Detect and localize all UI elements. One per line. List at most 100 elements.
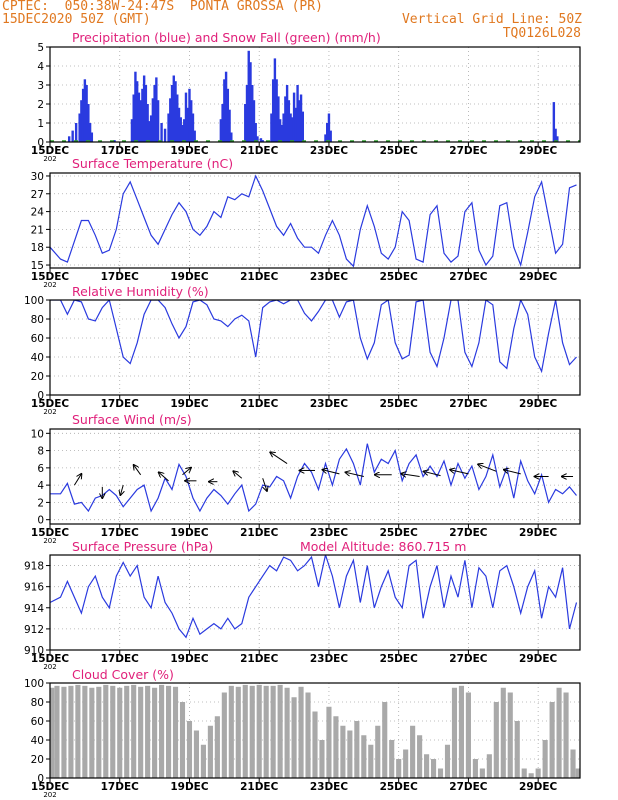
- panel-title: Precipitation (blue) and Snow Fall (gree…: [72, 30, 381, 45]
- cloud-bar: [117, 687, 123, 778]
- cloud-bar: [570, 749, 576, 778]
- cloud-bar: [284, 687, 290, 778]
- precip-bar: [78, 113, 81, 142]
- x-tick-label: 25DEC: [380, 527, 419, 539]
- cloud-bar: [486, 754, 492, 778]
- precip-bar: [177, 107, 181, 142]
- precip-bar: [88, 123, 92, 142]
- x-tick-label: 15DEC: [31, 653, 70, 665]
- wind-arrow: [134, 465, 142, 476]
- precip-bar: [273, 58, 277, 142]
- data-layer: [50, 443, 577, 513]
- precip-bar: [275, 79, 278, 142]
- y-tick-label: 18: [31, 242, 44, 254]
- precip-bar: [244, 104, 247, 142]
- x-tick-label: 17DEC: [101, 271, 140, 283]
- wind-arrow: [504, 470, 521, 475]
- data-layer: [50, 174, 577, 268]
- panel-title: Relative Humidity (%): [72, 284, 209, 299]
- panel-title: Cloud Cover (%): [72, 667, 174, 682]
- y-tick-label: 6: [37, 463, 44, 475]
- cloud-bar: [528, 773, 534, 778]
- cloud-bar: [500, 687, 506, 778]
- precip-bar: [190, 100, 193, 142]
- precip-bar: [149, 115, 153, 142]
- cloud-bar: [493, 702, 499, 778]
- cloud-bar: [424, 754, 430, 778]
- panel-title: Surface Pressure (hPa): [72, 539, 213, 554]
- x-tick-label: 19DEC: [170, 653, 209, 665]
- x-tick-label: 15DEC: [31, 527, 70, 539]
- wind-arrow: [323, 470, 340, 475]
- cloud-bar: [159, 684, 165, 778]
- x-tick-label: 19DEC: [170, 271, 209, 283]
- run-date: 15DEC2020 50Z (GMT): [2, 12, 151, 27]
- panel-subtitle: Model Altitude: 860.715 m: [300, 539, 466, 554]
- y-tick-label: 100: [24, 678, 44, 690]
- precip-bar: [74, 123, 78, 142]
- y-tick-label: 912: [24, 624, 44, 636]
- precip-bar: [170, 85, 174, 142]
- series-line: [50, 300, 577, 374]
- precip-bar: [223, 79, 226, 142]
- cloud-bar: [138, 686, 144, 778]
- cloud-bar: [312, 711, 318, 778]
- y-tick-label: 30: [31, 171, 44, 183]
- precip-bar: [151, 98, 155, 142]
- cloud-bar: [235, 686, 241, 778]
- precip-bar: [298, 100, 301, 142]
- precip-bar: [219, 119, 223, 142]
- panel-frame: [49, 428, 581, 525]
- cloud-bar: [172, 686, 179, 778]
- precip-bar: [167, 113, 170, 142]
- wind-arrow: [270, 452, 288, 464]
- cloud-bar: [437, 768, 444, 778]
- x-tick-label: 23DEC: [310, 398, 349, 410]
- x-tick-label: 17DEC: [101, 145, 140, 157]
- panel-frame: [49, 299, 581, 396]
- panel-frame: [49, 554, 581, 651]
- cloud-bar: [89, 687, 95, 778]
- y-tick-label: 910: [24, 645, 44, 657]
- precip-bar: [71, 130, 74, 142]
- precip-bar: [139, 100, 142, 142]
- precip-bar: [292, 92, 296, 142]
- x-tick-label: 25DEC: [380, 145, 419, 157]
- cloud-bar: [305, 692, 311, 778]
- cloud-bar: [179, 702, 186, 778]
- y-tick-label: 15: [31, 260, 44, 272]
- cloud-bar: [535, 768, 541, 778]
- y-tick-label: 21: [31, 224, 44, 236]
- precip-bar: [280, 124, 284, 142]
- precip-bar: [142, 75, 146, 142]
- x-tick-label: 23DEC: [310, 653, 349, 665]
- y-tick-label: 4: [37, 61, 44, 73]
- cloud-bar: [479, 768, 485, 778]
- cloud-bar: [228, 685, 234, 778]
- y-tick-label: 916: [24, 582, 44, 594]
- x-tick-label: 21DEC: [240, 781, 279, 793]
- cloud-bar: [375, 725, 381, 778]
- wind-arrow: [182, 468, 191, 476]
- precip-bar: [291, 117, 294, 142]
- precip-bar: [554, 128, 557, 142]
- x-tick-label: 21DEC: [240, 398, 279, 410]
- cloud-bar: [389, 740, 395, 778]
- wind-arrow: [346, 472, 364, 477]
- cloud-bar: [521, 768, 527, 778]
- cloud-bar: [410, 725, 416, 778]
- cloud-bar: [193, 730, 200, 778]
- wind-arrow: [73, 474, 81, 486]
- precip-bar: [226, 88, 230, 142]
- cloud-bar: [340, 725, 346, 778]
- y-tick-label: 4: [37, 480, 44, 492]
- cloud-bar: [347, 730, 353, 778]
- x-tick-label: 17DEC: [101, 781, 140, 793]
- wind-arrow: [478, 464, 497, 472]
- x-year-label: 202: [43, 408, 56, 416]
- model-code: TQ0126L028: [502, 26, 581, 41]
- precip-bar: [247, 50, 250, 142]
- x-year-label: 202: [43, 537, 56, 545]
- y-tick-label: 20: [31, 754, 44, 766]
- x-tick-label: 25DEC: [380, 398, 419, 410]
